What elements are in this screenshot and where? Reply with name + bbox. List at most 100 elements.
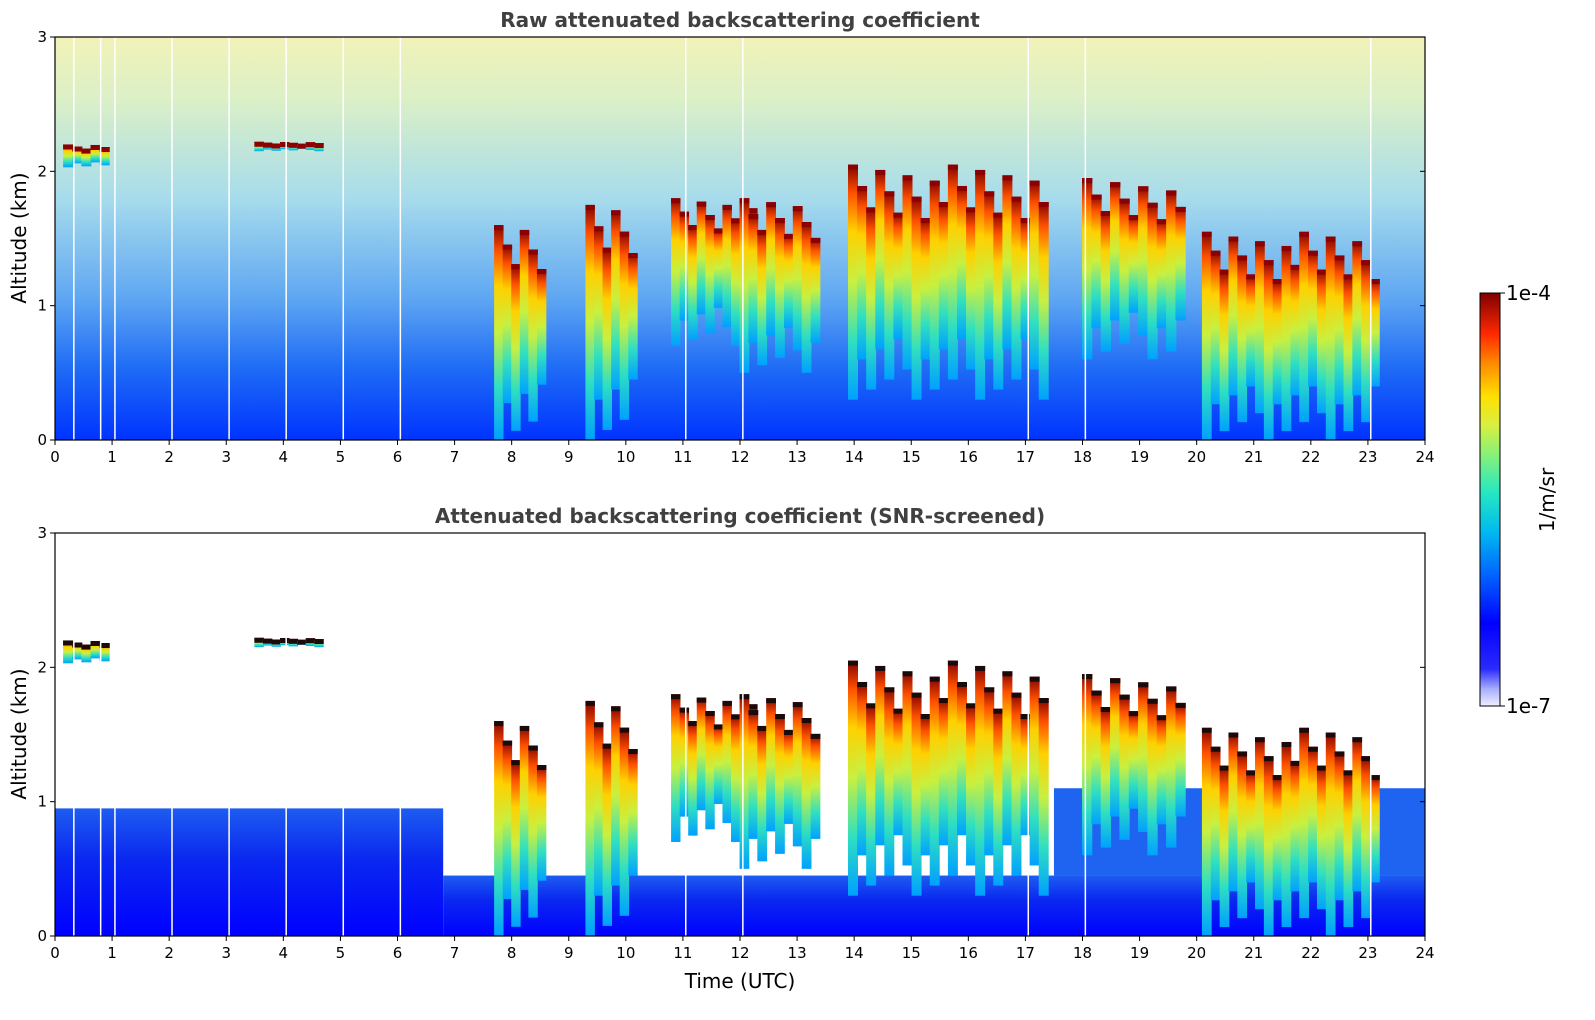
cloud-column bbox=[857, 681, 868, 856]
cloud-top bbox=[884, 191, 895, 197]
cloud-column bbox=[81, 148, 92, 167]
cloud-top bbox=[611, 210, 621, 216]
cloud-column bbox=[1272, 279, 1283, 405]
cloud-column bbox=[1272, 775, 1283, 901]
cloud-top bbox=[271, 639, 281, 645]
cloud-top bbox=[594, 226, 604, 232]
cloud-column bbox=[792, 206, 803, 351]
cloud-top bbox=[1038, 202, 1049, 208]
cloud-column bbox=[1029, 180, 1040, 370]
cloud-column bbox=[893, 212, 904, 340]
cloud-column bbox=[866, 703, 877, 886]
x-tick-label: 16 bbox=[959, 448, 978, 466]
cloud-top bbox=[947, 164, 958, 170]
x-tick-label: 11 bbox=[673, 944, 692, 962]
cloud-top bbox=[1255, 737, 1265, 743]
cloud-column bbox=[1002, 175, 1013, 350]
x-tick-label: 1 bbox=[107, 448, 117, 466]
cloud-top bbox=[739, 198, 750, 204]
cloud-top bbox=[810, 733, 821, 739]
cloud-column bbox=[766, 698, 776, 832]
cloud-column bbox=[966, 703, 977, 866]
cloud-column bbox=[810, 237, 821, 343]
cloud-column bbox=[1038, 202, 1049, 400]
cloud-column bbox=[1100, 707, 1111, 848]
cloud-top bbox=[511, 264, 521, 270]
x-tick-label: 7 bbox=[450, 944, 460, 962]
cloud-top bbox=[1246, 274, 1256, 280]
cloud-column bbox=[1263, 260, 1274, 440]
cloud-top bbox=[705, 214, 715, 220]
cloud-column bbox=[705, 214, 715, 334]
cloud-top bbox=[254, 141, 264, 147]
cloud-column bbox=[619, 231, 630, 420]
cloud-top bbox=[1228, 236, 1239, 242]
x-tick-label: 9 bbox=[564, 448, 574, 466]
cloud-top bbox=[911, 196, 922, 202]
x-tick-label: 0 bbox=[50, 448, 60, 466]
cloud-top bbox=[1246, 770, 1256, 776]
cloud-top bbox=[1290, 760, 1301, 766]
cloud-column bbox=[713, 724, 724, 804]
screened-x-axis: 0 1 2 3 4 5 6 7 8 9 10 11 12 13 14 15 16 17 18 19 20 21 22 23 24 bbox=[50, 936, 1435, 962]
cloud-top bbox=[1110, 182, 1121, 188]
cloud-top bbox=[63, 144, 74, 150]
cloud-top bbox=[857, 681, 868, 687]
cloud-column bbox=[1237, 255, 1248, 423]
cloud-column bbox=[1038, 698, 1049, 896]
cloud-column bbox=[585, 204, 595, 440]
cloud-column bbox=[72, 642, 83, 660]
cloud-top bbox=[1175, 206, 1186, 212]
x-tick-label: 8 bbox=[507, 944, 517, 962]
cloud-column bbox=[585, 700, 595, 936]
cloud-top bbox=[1128, 711, 1140, 717]
cloud-column bbox=[671, 198, 681, 346]
cloud-top bbox=[1255, 241, 1265, 247]
x-tick-label: 18 bbox=[1073, 448, 1092, 466]
x-tick-label: 17 bbox=[1016, 944, 1035, 962]
cloud-top bbox=[1100, 707, 1111, 713]
cloud-column bbox=[511, 760, 521, 927]
cloud-top bbox=[99, 643, 110, 649]
cloud-top bbox=[585, 204, 595, 210]
cloud-top bbox=[1119, 694, 1130, 700]
raw-x-axis: 0 1 2 3 4 5 6 7 8 9 10 11 12 13 14 15 16 17 18 19 20 21 22 23 24 bbox=[50, 440, 1435, 466]
cloud-top bbox=[875, 169, 886, 175]
cloud-column bbox=[688, 225, 698, 340]
cloud-top bbox=[502, 740, 513, 746]
screened-cloud-layers bbox=[55, 637, 1425, 936]
colorbar-label: 1/m/sr bbox=[1535, 467, 1559, 532]
cloud-top bbox=[1119, 198, 1130, 204]
cloud-column bbox=[705, 710, 715, 830]
cloud-top bbox=[975, 665, 986, 671]
cloud-column bbox=[72, 146, 83, 164]
cloud-top bbox=[920, 714, 931, 720]
screened-data-gaps bbox=[73, 533, 1372, 936]
x-tick-label: 6 bbox=[393, 448, 403, 466]
x-tick-label: 12 bbox=[730, 944, 749, 962]
cloud-column bbox=[519, 229, 530, 394]
cloud-top bbox=[688, 721, 698, 727]
cloud-column bbox=[783, 233, 794, 328]
cloud-top bbox=[929, 180, 940, 186]
cloud-column bbox=[1175, 206, 1186, 321]
cloud-column bbox=[801, 718, 812, 869]
cloud-column bbox=[966, 207, 977, 370]
cloud-top bbox=[1343, 274, 1354, 280]
raw-cloud-layers bbox=[63, 141, 1380, 440]
cloud-column bbox=[1201, 727, 1212, 936]
cloud-top bbox=[1138, 682, 1149, 688]
raw-y-axis-label: Altitude (km) bbox=[7, 172, 31, 303]
cloud-column bbox=[1334, 255, 1345, 405]
cloud-top bbox=[1352, 241, 1363, 247]
cloud-top bbox=[1091, 690, 1102, 696]
x-tick-label: 15 bbox=[902, 448, 921, 466]
cloud-column bbox=[1325, 236, 1336, 440]
raw-data-gaps bbox=[73, 37, 1372, 440]
cloud-column bbox=[911, 692, 922, 896]
screened-x-axis-label: Time (UTC) bbox=[684, 969, 796, 993]
cloud-column bbox=[1343, 274, 1354, 432]
cloud-column bbox=[494, 721, 504, 936]
cloud-top bbox=[757, 725, 768, 731]
